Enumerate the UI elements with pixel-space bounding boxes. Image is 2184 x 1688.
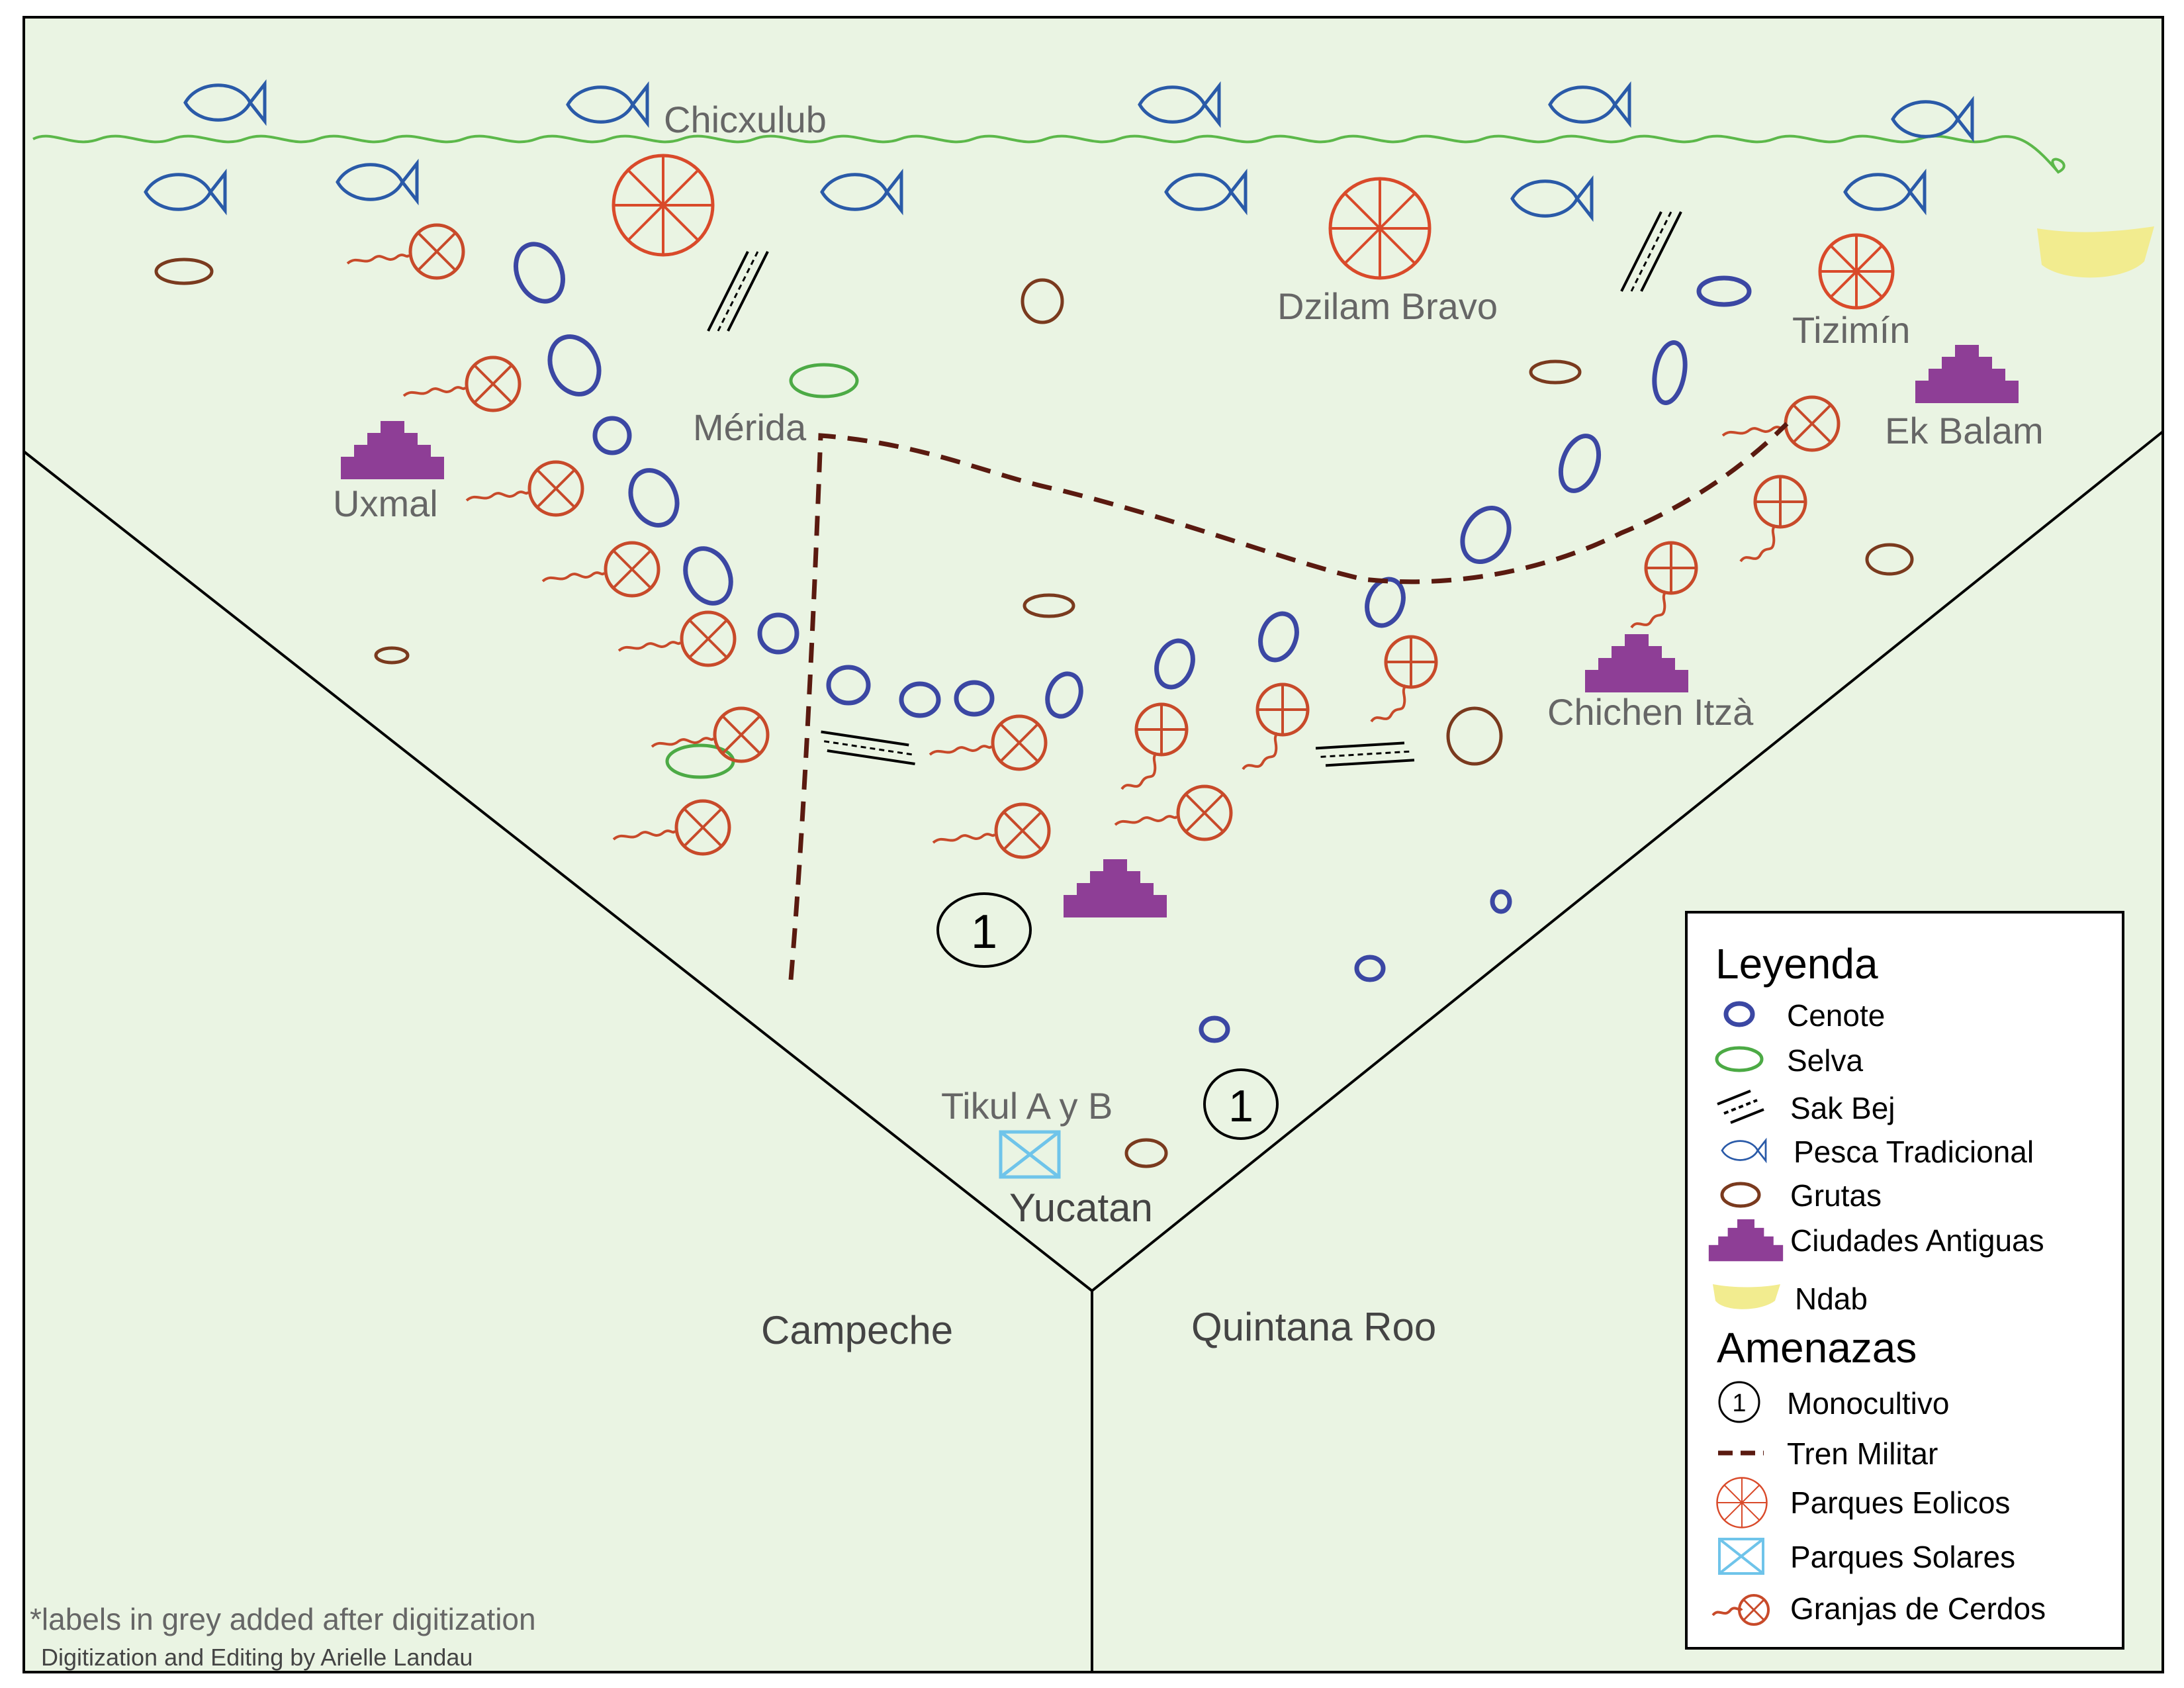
legend-selva-icon — [1715, 1046, 1764, 1072]
label-chichen-itza: Chichen Itzà — [1547, 691, 1754, 733]
ndab-symbol — [2037, 226, 2154, 278]
monocultivo-number: 1 — [971, 906, 997, 959]
legend-cenote-icon — [1723, 1001, 1755, 1027]
label-ek-balam: Ek Balam — [1885, 410, 2044, 451]
legend-ciudades: Ciudades Antiguas — [1790, 1223, 2044, 1258]
legend-selva: Selva — [1787, 1043, 1863, 1078]
label-dzilam-bravo: Dzilam Bravo — [1277, 285, 1498, 327]
tren-militar-route — [788, 422, 1789, 980]
legend-ndab: Ndab — [1795, 1282, 1868, 1316]
legend-title: Leyenda — [1715, 940, 1878, 988]
legend-sak-bej: Sak Bej — [1790, 1091, 1895, 1125]
legend-solares-icon — [1718, 1538, 1764, 1575]
monocultivo-number: 1 — [1228, 1081, 1253, 1131]
grey-labels-note: *labels in grey added after digitization — [30, 1602, 536, 1636]
legend-cerdos-icon — [1711, 1594, 1770, 1626]
label-tizimin: Tizimín — [1792, 309, 1910, 351]
legend-ndab-icon — [1713, 1284, 1780, 1309]
label-uxmal: Uxmal — [333, 483, 438, 524]
label-chicxulub: Chicxulub — [664, 99, 827, 140]
legend-sak-bej-icon — [1717, 1090, 1764, 1124]
parque-solar-symbol — [999, 1130, 1061, 1179]
legend-monocultivo: Monocultivo — [1787, 1386, 1949, 1421]
legend-grutas-icon — [1720, 1182, 1761, 1208]
grutas — [154, 258, 1914, 1168]
legend-grutas: Grutas — [1790, 1178, 1882, 1213]
label-quintana-roo: Quintana Roo — [1191, 1305, 1436, 1349]
legend-pesca: Pesca Tradicional — [1794, 1135, 2034, 1169]
label-tikul: Tikul A y B — [941, 1085, 1113, 1127]
label-merida: Mérida — [693, 406, 807, 448]
monocultivo-mark: 1 — [1203, 1068, 1279, 1140]
legend-threats-title: Amenazas — [1717, 1324, 1917, 1372]
legend: Leyenda Cenote Selva Sak Bej Pesca Tradi… — [1685, 911, 2124, 1650]
legend-monocultivo-icon — [1718, 1381, 1760, 1423]
legend-cenote: Cenote — [1787, 998, 1885, 1033]
coastline — [32, 134, 2066, 174]
credit-note: Digitization and Editing by Arielle Land… — [41, 1644, 473, 1671]
label-yucatan: Yucatan — [1009, 1186, 1153, 1230]
legend-monocultivo-number: 1 — [1732, 1389, 1746, 1417]
legend-solares: Parques Solares — [1790, 1540, 2015, 1574]
legend-eolicos: Parques Eolicos — [1790, 1485, 2010, 1520]
monocultivo-mark: 1 — [936, 892, 1032, 968]
state-borders — [23, 430, 2164, 1672]
legend-tren: Tren Militar — [1787, 1436, 1938, 1471]
legend-cerdos: Granjas de Cerdos — [1790, 1591, 2046, 1626]
label-campeche: Campeche — [761, 1308, 953, 1352]
cenotes — [514, 242, 1752, 1043]
legend-eolicos-icon — [1716, 1477, 1768, 1528]
